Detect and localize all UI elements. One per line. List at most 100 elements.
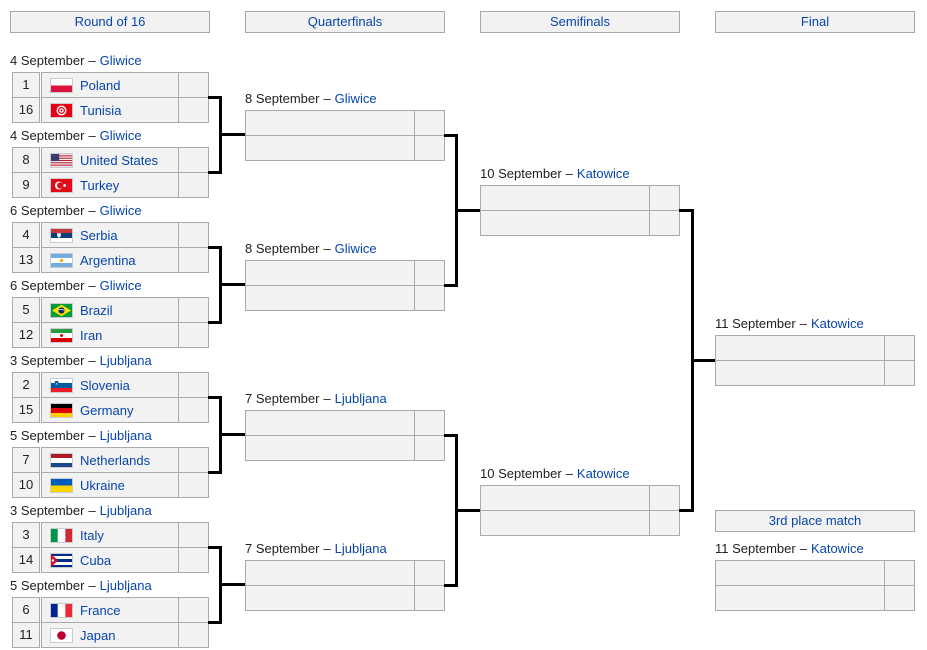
- seed: 13: [12, 247, 40, 273]
- flag-icon-brazil: [50, 302, 73, 318]
- team-link[interactable]: Brazil: [80, 302, 113, 318]
- venue-link[interactable]: Gliwice: [334, 91, 377, 106]
- match-table: [715, 335, 915, 386]
- venue-link[interactable]: Ljubljana: [99, 353, 152, 368]
- match-3rd-place: 11 September – Katowice: [715, 541, 915, 611]
- score-cell: [178, 373, 208, 397]
- date-venue-separator: –: [799, 316, 807, 331]
- team-link[interactable]: Tunisia: [80, 102, 122, 118]
- venue-link[interactable]: Katowice: [810, 316, 864, 331]
- flag-icon-tunisia: [50, 102, 73, 118]
- bracket-connector: [455, 509, 480, 512]
- score-cell: [414, 411, 444, 435]
- date-venue-separator: –: [323, 241, 331, 256]
- bracket-connector: [444, 284, 456, 287]
- score-cell: [178, 623, 208, 647]
- flag-icon-france: [50, 602, 73, 618]
- match-date: 11 September – Katowice: [715, 541, 915, 557]
- bracket-connector: [208, 546, 222, 549]
- score-cell: [178, 323, 208, 347]
- score-cell: [178, 98, 208, 122]
- venue-link[interactable]: Ljubljana: [334, 391, 387, 406]
- match-table: Brazil Iran: [41, 297, 209, 348]
- final-link[interactable]: Final: [800, 14, 830, 29]
- score-cell: [649, 511, 679, 535]
- venue-link[interactable]: Katowice: [576, 466, 630, 481]
- team-link[interactable]: Turkey: [80, 177, 120, 193]
- third-place-link[interactable]: 3rd place match: [768, 513, 862, 528]
- score-cell: [178, 448, 208, 472]
- match-table: United States Turkey: [41, 147, 209, 198]
- team-link[interactable]: Slovenia: [80, 377, 130, 393]
- venue-link[interactable]: Gliwice: [99, 53, 142, 68]
- team-link[interactable]: United States: [80, 152, 159, 168]
- team-slot: [246, 136, 414, 160]
- match-date-text: 7 September: [245, 541, 320, 556]
- seed: 8: [12, 147, 40, 173]
- flag-icon-italy: [50, 527, 73, 543]
- match-date-text: 10 September: [480, 466, 562, 481]
- venue-link[interactable]: Gliwice: [99, 128, 142, 143]
- team-link[interactable]: Ukraine: [80, 477, 125, 493]
- match-sf-2: 10 September – Katowice: [480, 466, 680, 536]
- venue-link[interactable]: Ljubljana: [99, 503, 152, 518]
- score-cell: [884, 361, 914, 385]
- match-r16-6: 5 September – Ljubljana 7 10 Netherlands U…: [10, 428, 209, 498]
- score-cell: [414, 111, 444, 135]
- team-link[interactable]: Serbia: [80, 227, 118, 243]
- team-row: United States: [42, 148, 208, 172]
- team-link[interactable]: France: [80, 602, 121, 618]
- bracket-connector: [219, 433, 245, 436]
- semifinals-link[interactable]: Semifinals: [550, 14, 610, 29]
- venue-link[interactable]: Ljubljana: [334, 541, 387, 556]
- match-r16-5: 3 September – Ljubljana 2 15 Slovenia Germ…: [10, 353, 209, 423]
- venue-link[interactable]: Katowice: [810, 541, 864, 556]
- flag-icon-united-states: [50, 152, 73, 168]
- venue-link[interactable]: Gliwice: [99, 278, 142, 293]
- team-row: Japan: [42, 622, 208, 647]
- date-venue-separator: –: [88, 428, 96, 443]
- bracket-connector: [444, 584, 456, 587]
- match-date: 5 September – Ljubljana: [10, 428, 209, 444]
- flag-icon-netherlands: [50, 452, 73, 468]
- bracket-connector: [219, 583, 245, 586]
- venue-link[interactable]: Gliwice: [99, 203, 142, 218]
- match-date: 7 September – Ljubljana: [245, 541, 445, 557]
- venue-link[interactable]: Gliwice: [334, 241, 377, 256]
- match-date: 11 September – Katowice: [715, 316, 915, 332]
- match-table: [245, 110, 445, 161]
- team-link[interactable]: Netherlands: [80, 452, 151, 468]
- seed-column: 4 13: [12, 222, 40, 273]
- match-date-text: 4 September: [10, 128, 85, 143]
- quarterfinals-link[interactable]: Quarterfinals: [307, 14, 383, 29]
- seed: 6: [12, 597, 40, 623]
- bracket-connector: [208, 396, 222, 399]
- match-r16-2: 4 September – Gliwice 8 9 United States Tu…: [10, 128, 209, 198]
- match-r16-3: 6 September – Gliwice 4 13 Serbia Argentin…: [10, 203, 209, 273]
- match-date-text: 11 September: [715, 316, 796, 331]
- match-date-text: 6 September: [10, 203, 85, 218]
- team-slot: [481, 211, 649, 235]
- match-date-text: 5 September: [10, 428, 85, 443]
- team-slot: [246, 111, 414, 135]
- team-link[interactable]: Argentina: [80, 252, 136, 268]
- score-cell: [178, 598, 208, 622]
- team-row: [246, 261, 444, 285]
- team-row: France: [42, 598, 208, 622]
- round-of-16-link[interactable]: Round of 16: [74, 14, 146, 29]
- venue-link[interactable]: Ljubljana: [99, 578, 152, 593]
- match-date-text: 3 September: [10, 503, 85, 518]
- team-link[interactable]: Poland: [80, 77, 121, 93]
- team-link[interactable]: Italy: [80, 527, 104, 543]
- score-cell: [414, 561, 444, 585]
- team-link[interactable]: Japan: [80, 627, 116, 643]
- team-row: Germany: [42, 397, 208, 422]
- team-link[interactable]: Cuba: [80, 552, 112, 568]
- venue-link[interactable]: Ljubljana: [99, 428, 152, 443]
- team-link[interactable]: Iran: [80, 327, 103, 343]
- bracket-connector: [208, 246, 222, 249]
- team-link[interactable]: Germany: [80, 402, 134, 418]
- date-venue-separator: –: [323, 391, 331, 406]
- venue-link[interactable]: Katowice: [576, 166, 630, 181]
